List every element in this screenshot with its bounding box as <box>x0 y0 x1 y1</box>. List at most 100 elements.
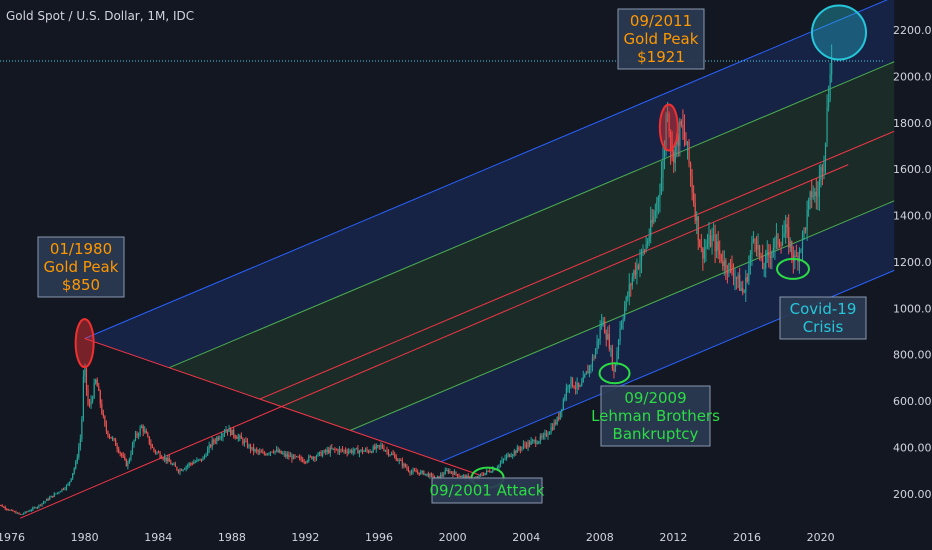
candle-body <box>502 459 505 461</box>
candle-body <box>647 241 649 244</box>
candle-body <box>679 121 681 146</box>
candle-body <box>568 384 571 388</box>
candle-body <box>645 243 647 251</box>
channel-line[interactable] <box>168 61 895 369</box>
candle-body <box>533 440 535 442</box>
candle-body <box>211 440 213 447</box>
candle-body <box>717 241 719 251</box>
candle-body <box>23 513 25 515</box>
candle-body <box>65 485 68 489</box>
candle-body <box>111 438 114 440</box>
highlight-markers <box>74 4 868 489</box>
candle-body <box>156 452 158 454</box>
candle-body <box>734 277 736 279</box>
candle-body <box>456 474 459 477</box>
candle-body <box>590 365 592 367</box>
candle-body <box>550 427 552 433</box>
time-axis[interactable]: 1976 1980 1984 1988 1992 1996 2000 2004 2008 2012… <box>0 531 835 544</box>
candle-body <box>185 466 187 469</box>
label-text: $1921 <box>637 48 685 66</box>
candle-body <box>180 469 183 471</box>
candle-body <box>46 499 48 502</box>
price-axis[interactable]: 200.00 400.00 600.00 800.00 1000.00 1200.00 14… <box>893 24 932 501</box>
median-line-extension[interactable] <box>20 164 849 519</box>
candle-body <box>697 216 699 241</box>
candle-body <box>441 474 443 476</box>
candle-body <box>685 139 687 146</box>
price-tick-label: 2200.00 <box>893 24 932 37</box>
candle-body <box>551 427 554 430</box>
candle-body <box>52 495 54 497</box>
candle-body <box>203 455 206 458</box>
candle-body <box>781 237 784 245</box>
candle-body <box>367 450 370 453</box>
candle-body <box>449 471 451 473</box>
candle-body <box>467 475 469 477</box>
candle-body <box>657 197 659 201</box>
candle-body <box>622 318 624 324</box>
candle-body <box>38 504 40 507</box>
candle-body <box>811 191 813 197</box>
candle-body <box>818 179 820 196</box>
pitchfork-handle-line[interactable] <box>84 338 481 476</box>
pitchfork-channel[interactable] <box>20 0 895 519</box>
label-text: Gold Peak <box>44 258 119 276</box>
candle-body <box>418 472 420 475</box>
candle-body <box>640 251 643 261</box>
candle-body <box>594 350 597 359</box>
candle-body <box>58 492 60 494</box>
attack-2001-label[interactable]: 09/2001 Attack <box>430 477 545 504</box>
candle-body <box>338 449 341 453</box>
candle-body <box>341 449 344 451</box>
candle-body <box>509 454 511 457</box>
candle-body <box>490 471 492 473</box>
candle-body <box>231 429 233 435</box>
candle-body <box>354 448 356 452</box>
candle-body <box>610 348 612 350</box>
candle-body <box>786 224 788 228</box>
candle-body <box>269 451 272 454</box>
candle-body <box>804 228 807 230</box>
candle-body <box>358 451 360 454</box>
candle-body <box>624 307 626 319</box>
candle-body <box>154 450 157 453</box>
candle-body <box>686 141 689 146</box>
price-tick-label: 1400.00 <box>893 210 932 223</box>
candle-body <box>726 270 728 274</box>
candle-body <box>377 445 379 447</box>
candle-body <box>705 246 707 250</box>
candle-body <box>95 379 97 384</box>
candle-body <box>99 390 101 404</box>
candle-body <box>484 472 486 475</box>
label-text: Lehman Brothers <box>591 407 720 425</box>
candle-body <box>597 338 600 342</box>
candle-body <box>739 275 741 291</box>
candle-body <box>757 245 759 250</box>
candle-body <box>461 475 463 477</box>
candle-body <box>179 469 181 473</box>
candle-body <box>194 461 196 463</box>
candle-body <box>616 351 618 364</box>
candle-body <box>329 447 331 453</box>
candle-body <box>665 115 667 147</box>
candle-body <box>800 249 802 251</box>
highlight-circle <box>811 4 868 61</box>
candle-body <box>251 447 253 450</box>
candle-body <box>666 114 669 116</box>
candle-body <box>651 220 653 223</box>
candle-body <box>735 277 738 279</box>
candle-body <box>673 151 675 163</box>
candle-body <box>654 211 656 217</box>
candle-body <box>202 457 204 461</box>
channel-line[interactable] <box>84 0 895 339</box>
channel-line[interactable] <box>259 130 895 400</box>
candle-body <box>352 451 354 453</box>
candle-body <box>93 383 95 398</box>
candle-body <box>104 416 106 426</box>
